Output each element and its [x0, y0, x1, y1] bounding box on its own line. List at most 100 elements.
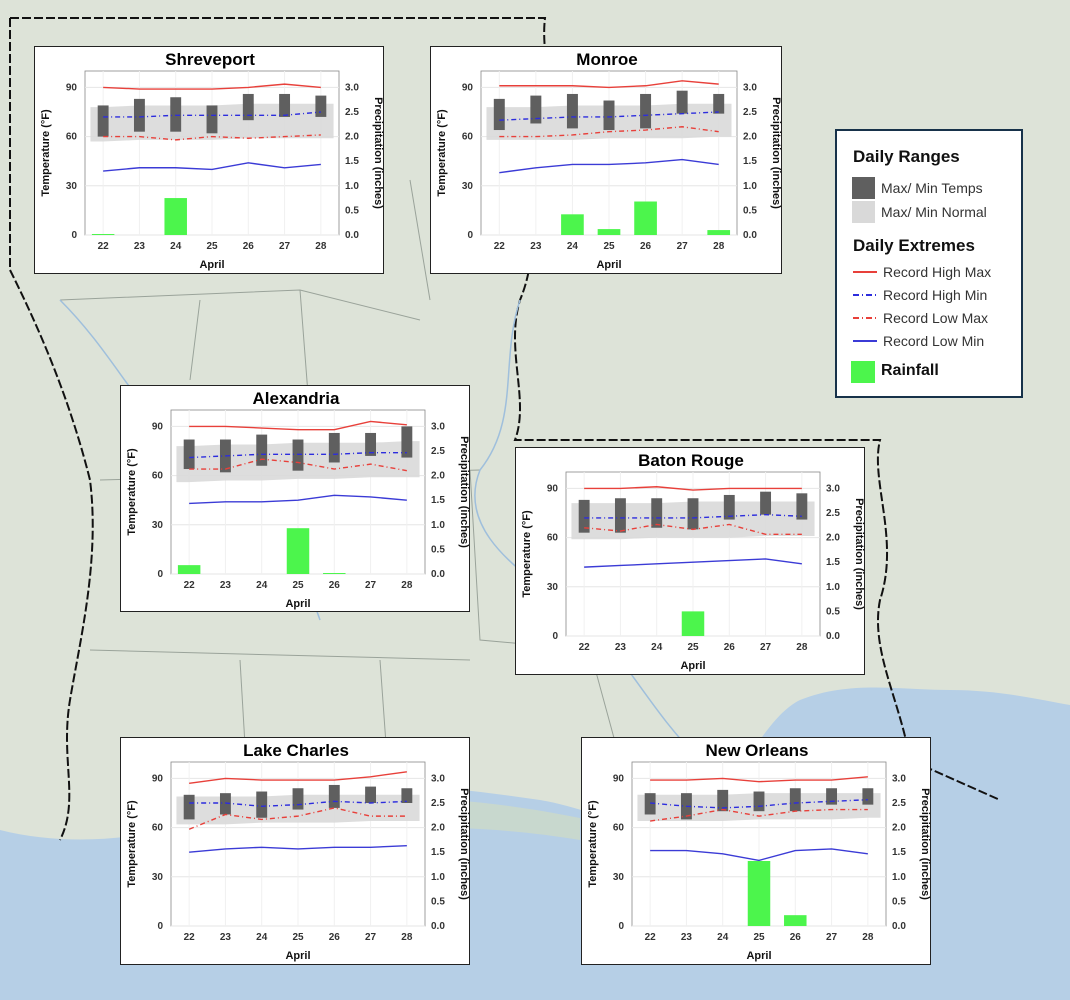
legend-label-rhmax: Record High Max — [883, 264, 992, 280]
y2-tick-label: 3.0 — [345, 82, 359, 93]
x-tick-label: 26 — [724, 642, 736, 653]
temp-range-bar — [97, 105, 109, 137]
temp-range-bar — [796, 493, 808, 520]
rainfall-bar — [164, 198, 187, 235]
chart-title: Monroe — [576, 50, 637, 69]
record-low-min-line — [103, 162, 321, 172]
temp-range-bar — [713, 93, 725, 114]
y2-tick-label: 2.0 — [431, 471, 445, 482]
chart-lake-charles: Lake Charles 0 30 60 90 0.0 0.5 1.0 1.5 2.0 2.5 3.0… — [126, 741, 470, 962]
temp-range-bar — [676, 90, 688, 114]
record-high-max-line — [499, 80, 719, 89]
x-tick-label: 28 — [401, 580, 413, 591]
record-high-max-line — [189, 420, 407, 431]
x-tick-label: 23 — [530, 241, 542, 252]
x-tick-label: 25 — [753, 932, 765, 943]
x-tick-label: 24 — [567, 241, 579, 252]
x-tick-label: 25 — [292, 580, 304, 591]
chart-alexandria: Alexandria 0 30 60 90 0.0 0.5 1.0 1.5 2.0 2.5 3.0 22… — [126, 389, 470, 610]
y-axis-label: Temperature (°F) — [126, 448, 138, 536]
record-low-min-line — [189, 494, 407, 505]
y-tick-label: 90 — [547, 483, 559, 494]
x-tick-label: 27 — [365, 580, 377, 591]
y-tick-label: 30 — [66, 181, 78, 192]
temp-range-bar — [789, 788, 801, 812]
rainfall-bar — [323, 573, 346, 574]
chart-shreveport: Shreveport 0 30 60 90 0.0 0.5 1.0 1.5 2.0 2.5 3.0 22… — [40, 50, 384, 271]
x-tick-label: 24 — [651, 642, 663, 653]
y2-tick-label: 1.5 — [892, 847, 906, 858]
record-high-max-line — [189, 771, 407, 785]
temp-range-bar — [723, 494, 735, 520]
temp-range-bar — [862, 788, 874, 805]
x-tick-label: 23 — [615, 642, 627, 653]
y2-tick-label: 3.0 — [743, 82, 757, 93]
x-tick-label: 27 — [365, 932, 377, 943]
x-axis-label: April — [596, 259, 621, 271]
x-axis-label: April — [285, 950, 310, 962]
x-tick-label: 28 — [862, 932, 874, 943]
temp-range-bar — [183, 794, 195, 820]
legend-item-rlmin: Record Low Min — [851, 330, 1021, 352]
y2-tick-label: 0.0 — [892, 921, 906, 932]
temp-range-bar — [640, 93, 652, 129]
temp-range-bar — [566, 93, 578, 129]
temp-range-bar — [206, 105, 218, 134]
y2-tick-label: 1.0 — [431, 872, 445, 883]
temp-range-bar — [753, 791, 765, 812]
x-tick-label: 22 — [494, 241, 506, 252]
x-tick-label: 24 — [170, 241, 182, 252]
temp-range-bar — [530, 95, 542, 124]
y-tick-label: 0 — [157, 921, 163, 932]
temp-range-bar — [644, 793, 656, 815]
x-tick-label: 23 — [220, 580, 232, 591]
y-tick-label: 90 — [613, 773, 625, 784]
x-tick-label: 22 — [184, 932, 196, 943]
temp-range-bar — [826, 788, 838, 805]
y2-tick-label: 0.0 — [345, 230, 359, 241]
chart-new-orleans: New Orleans 0 30 60 90 0.0 0.5 1.0 1.5 2.0 2.5 3.0 2… — [587, 741, 931, 962]
chart-title: Shreveport — [165, 50, 255, 69]
record-low-max-line — [189, 458, 407, 472]
y2-axis-label: Precipitation (inches) — [458, 436, 470, 548]
legend: Daily Ranges Max/ Min Temps Max/ Min Nor… — [835, 129, 1023, 398]
y2-tick-label: 0.5 — [826, 606, 840, 617]
temp-range-bar — [292, 439, 304, 471]
temp-range-bar — [603, 100, 615, 131]
rainfall-bar — [91, 234, 115, 235]
chart-title: Alexandria — [253, 389, 340, 408]
temp-range-bar — [365, 786, 377, 803]
x-tick-label: 24 — [717, 932, 729, 943]
record-high-max-line — [103, 83, 321, 90]
y2-axis-label: Precipitation (inches) — [919, 788, 931, 900]
x-tick-label: 24 — [256, 932, 268, 943]
y-tick-label: 30 — [152, 872, 164, 883]
y2-tick-label: 0.5 — [892, 896, 906, 907]
x-tick-label: 25 — [687, 642, 699, 653]
chart-panel-lake-charles: Lake Charles 0 30 60 90 0.0 0.5 1.0 1.5 2.0 2.5 3.0… — [120, 737, 470, 965]
y2-tick-label: 1.0 — [431, 520, 445, 531]
legend-item-rhmin: Record High Min — [851, 284, 1021, 306]
state-border-west — [9, 18, 94, 841]
temp-range-bar — [328, 432, 340, 463]
temp-range-bar — [401, 426, 413, 458]
y2-tick-label: 1.5 — [431, 495, 445, 506]
y-tick-label: 30 — [152, 520, 164, 531]
legend-swatch-rhmin — [853, 294, 877, 296]
y2-tick-label: 2.0 — [345, 132, 359, 143]
y2-tick-label: 2.0 — [431, 823, 445, 834]
y2-axis-label: Precipitation (inches) — [458, 788, 470, 900]
chart-panel-baton-rouge: Baton Rouge 0 30 60 90 0.0 0.5 1.0 1.5 2.0 2.5 3.0 2… — [515, 447, 865, 675]
legend-item-rain: Rainfall — [851, 361, 1021, 383]
x-tick-label: 28 — [796, 642, 808, 653]
x-tick-label: 26 — [329, 932, 341, 943]
x-tick-label: 22 — [579, 642, 591, 653]
temp-range-bar — [328, 784, 340, 808]
x-tick-label: 26 — [329, 580, 341, 591]
legend-swatch-rlmin — [853, 340, 877, 342]
y2-tick-label: 3.0 — [826, 483, 840, 494]
y2-tick-label: 2.5 — [826, 508, 840, 519]
chart-baton-rouge: Baton Rouge 0 30 60 90 0.0 0.5 1.0 1.5 2.0 2.5 3.0 2… — [521, 451, 865, 672]
rainfall-bar — [784, 915, 807, 926]
y-tick-label: 0 — [71, 230, 77, 241]
